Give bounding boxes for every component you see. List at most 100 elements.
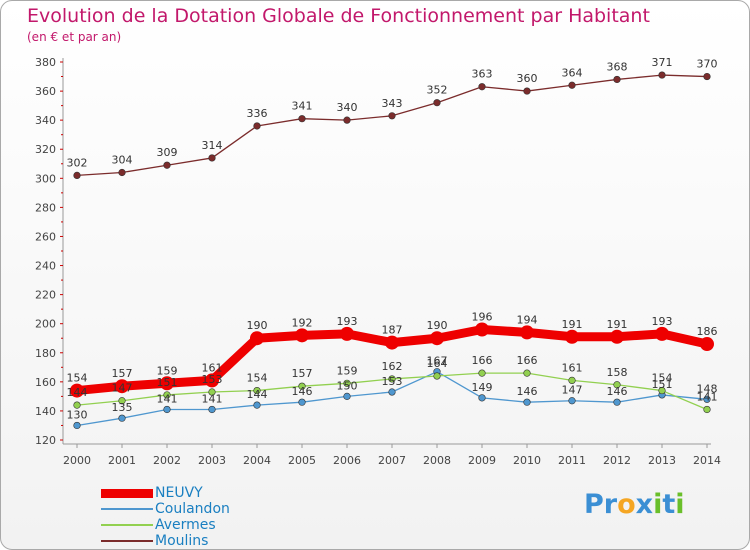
data-label-avermes: 154 bbox=[652, 372, 673, 385]
data-label-neuvy: 157 bbox=[112, 367, 133, 380]
data-label-avermes: 158 bbox=[607, 366, 628, 379]
data-label-avermes: 147 bbox=[112, 382, 133, 395]
series-coulandon bbox=[73, 368, 711, 430]
data-point-coulandon bbox=[118, 414, 126, 422]
data-point-moulins bbox=[568, 81, 576, 89]
data-point-avermes bbox=[163, 391, 171, 399]
y-tick-label: 340 bbox=[35, 114, 56, 127]
axes: 120 140 160 180 200 220 240 260 280 300 320 340 360 3… bbox=[35, 56, 721, 467]
data-point-avermes bbox=[73, 401, 81, 409]
data-point-moulins bbox=[703, 72, 711, 81]
data-point-moulins bbox=[118, 168, 126, 177]
data-point-moulins bbox=[298, 115, 306, 123]
data-point-coulandon bbox=[253, 401, 261, 409]
data-label-moulins: 336 bbox=[247, 107, 268, 120]
legend-item-neuvy: NEUVY bbox=[101, 485, 230, 501]
data-point-coulandon bbox=[478, 394, 486, 402]
data-label-moulins: 360 bbox=[517, 72, 538, 85]
logo-letter: t bbox=[662, 489, 676, 520]
data-point-moulins bbox=[613, 75, 621, 84]
data-point-moulins bbox=[253, 122, 261, 130]
data-label-neuvy: 192 bbox=[292, 316, 313, 329]
data-point-avermes bbox=[298, 382, 306, 390]
data-label-neuvy: 190 bbox=[427, 319, 448, 332]
legend-label: NEUVY bbox=[155, 485, 203, 501]
logo-letter: Pr bbox=[584, 489, 618, 520]
logo-letter: i bbox=[675, 489, 685, 520]
chart-subtitle: (en € et par an) bbox=[27, 30, 122, 44]
series-neuvy bbox=[70, 322, 714, 398]
data-label-neuvy: 193 bbox=[337, 315, 358, 328]
data-point-avermes bbox=[343, 379, 351, 387]
data-label-coulandon: 146 bbox=[517, 385, 538, 398]
x-tick-label: 2013 bbox=[648, 454, 676, 467]
data-point-avermes bbox=[613, 381, 621, 389]
data-label-coulandon: 150 bbox=[337, 379, 358, 392]
data-point-moulins bbox=[208, 154, 216, 162]
x-tick-label: 2011 bbox=[558, 454, 586, 467]
data-label-avermes: 153 bbox=[202, 373, 223, 386]
legend-swatch bbox=[101, 508, 153, 510]
data-point-coulandon bbox=[613, 398, 621, 406]
y-tick-label: 360 bbox=[35, 85, 56, 98]
data-label-coulandon: 148 bbox=[697, 382, 718, 395]
data-point-avermes bbox=[208, 388, 216, 396]
data-point-neuvy bbox=[430, 331, 444, 346]
data-point-coulandon bbox=[343, 392, 351, 400]
data-label-moulins: 368 bbox=[607, 60, 628, 73]
x-tick-label: 2012 bbox=[603, 454, 631, 467]
data-label-moulins: 370 bbox=[697, 58, 718, 71]
x-tick-label: 2014 bbox=[693, 454, 721, 467]
data-point-moulins bbox=[388, 112, 396, 120]
legend-item-coulandon: Coulandon bbox=[101, 501, 230, 517]
data-point-moulins bbox=[343, 116, 351, 124]
data-label-avermes: 144 bbox=[67, 386, 88, 399]
data-point-neuvy bbox=[115, 379, 129, 394]
data-label-coulandon: 146 bbox=[607, 385, 628, 398]
data-point-avermes bbox=[658, 386, 666, 395]
data-label-coulandon: 130 bbox=[67, 408, 88, 421]
data-label-coulandon: 141 bbox=[202, 392, 223, 405]
data-point-coulandon bbox=[388, 388, 396, 396]
data-point-neuvy bbox=[655, 326, 669, 341]
data-point-avermes bbox=[568, 376, 576, 384]
data-point-moulins bbox=[163, 161, 171, 169]
x-tick-label: 2006 bbox=[333, 454, 361, 467]
series-avermes bbox=[73, 369, 711, 414]
data-label-coulandon: 147 bbox=[562, 384, 583, 397]
data-point-neuvy bbox=[70, 383, 84, 398]
data-label-coulandon: 141 bbox=[157, 392, 178, 405]
data-point-neuvy bbox=[160, 376, 174, 391]
x-tick-label: 2009 bbox=[468, 454, 496, 467]
data-label-avermes: 157 bbox=[292, 367, 313, 380]
x-tick-label: 2005 bbox=[288, 454, 316, 467]
data-label-moulins: 363 bbox=[472, 68, 493, 81]
legend-label: Moulins bbox=[155, 533, 209, 549]
y-tick-label: 260 bbox=[35, 230, 56, 243]
y-tick-label: 120 bbox=[35, 434, 56, 447]
data-label-moulins: 364 bbox=[562, 66, 583, 79]
data-label-avermes: 161 bbox=[562, 361, 583, 374]
data-label-neuvy: 159 bbox=[157, 364, 178, 377]
data-point-avermes bbox=[253, 386, 261, 395]
data-label-coulandon: 167 bbox=[427, 355, 448, 368]
y-tick-label: 140 bbox=[35, 405, 56, 418]
data-label-moulins: 309 bbox=[157, 146, 178, 159]
data-label-avermes: 141 bbox=[697, 390, 718, 403]
legend-swatch bbox=[101, 524, 153, 526]
data-point-avermes bbox=[433, 372, 441, 380]
y-tick-label: 320 bbox=[35, 143, 56, 156]
y-tick-label: 300 bbox=[35, 172, 56, 185]
data-label-avermes: 154 bbox=[247, 372, 268, 385]
legend-swatch bbox=[101, 488, 153, 498]
series-line-moulins bbox=[76, 74, 708, 177]
x-tick-label: 2008 bbox=[423, 454, 451, 467]
data-label-avermes: 162 bbox=[382, 360, 403, 373]
data-point-moulins bbox=[523, 87, 531, 95]
x-tick-label: 2001 bbox=[108, 454, 136, 467]
data-point-moulins bbox=[433, 99, 441, 107]
data-label-moulins: 314 bbox=[202, 139, 223, 152]
data-label-coulandon: 149 bbox=[472, 381, 493, 394]
y-tick-label: 380 bbox=[35, 56, 56, 69]
data-point-neuvy bbox=[700, 337, 714, 352]
